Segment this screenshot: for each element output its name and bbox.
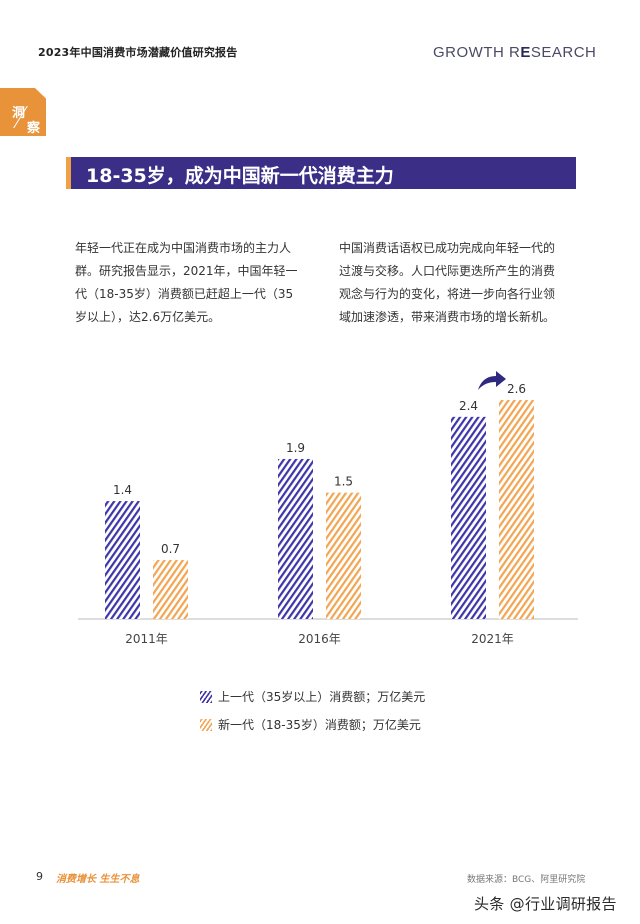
section-accent (66, 157, 71, 189)
bar-series-1-cat-1 (326, 492, 361, 619)
report-title: 2023年中国消费市场潜藏价值研究报告 (38, 46, 238, 59)
data-source: 数据来源：BCG、阿里研究院 (467, 875, 586, 885)
intro-right-line: 过渡与交移。人口代际更迭所产生的消费 (339, 264, 556, 278)
bar-series-0-cat-0 (105, 501, 140, 619)
section-bar (66, 157, 576, 189)
brand-text-b: E (520, 44, 531, 61)
data-label: 1.9 (286, 441, 305, 455)
legend-swatch-prev-gen (200, 691, 212, 703)
bar-series-1-cat-2 (499, 400, 534, 619)
brand-logo: GROWTH RESEARCH (433, 44, 596, 61)
page-number: 9 (36, 870, 43, 883)
legend-label-new-gen: 新一代（18-35岁）消费额；万亿美元 (218, 718, 421, 732)
intro-right-line: 域加速渗透，带来消费市场的增长新机。 (339, 310, 556, 324)
corner-tag-char-top: 洞 (12, 106, 26, 121)
data-label: 1.5 (334, 475, 353, 489)
data-label: 0.7 (161, 542, 180, 556)
x-tick-label: 2021年 (471, 632, 514, 646)
brand-text-c: SEARCH (530, 44, 597, 61)
intro-left-line: 群。研究报告显示，2021年，中国年轻一 (75, 264, 298, 278)
intro-right-line: 观念与行为的变化，将进一步向各行业领 (339, 287, 556, 301)
footer-slogan: 消费增长 生生不息 (56, 874, 140, 885)
intro-left: 年轻一代正在成为中国消费市场的主力人 群。研究报告显示，2021年，中国年轻一 … (75, 237, 307, 329)
data-label: 1.4 (113, 483, 132, 497)
bar-series-1-cat-0 (153, 560, 188, 619)
brand-text-a: GROWTH R (433, 44, 521, 61)
data-label: 2.4 (459, 399, 478, 413)
bar-series-0-cat-2 (451, 416, 486, 619)
corner-tag-char-bottom: 察 (27, 121, 41, 136)
legend-label-prev-gen: 上一代（35岁以上）消费额；万亿美元 (218, 690, 426, 704)
intro-left-line: 岁以上），达2.6万亿美元。 (75, 310, 221, 324)
intro-right-line: 中国消费话语权已成功完成向年轻一代的 (339, 241, 556, 255)
x-tick-label: 2011年 (125, 632, 168, 646)
section-title: 18-35岁，成为中国新一代消费主力 (86, 165, 394, 187)
intro-left-line: 代（18-35岁）消费额已赶超上一代（35 (75, 287, 294, 301)
bar-series-0-cat-1 (278, 458, 313, 619)
x-tick-label: 2016年 (298, 632, 341, 646)
intro-left-line: 年轻一代正在成为中国消费市场的主力人 (75, 241, 292, 255)
curved-up-arrow-icon (478, 371, 506, 390)
legend-swatch-new-gen (200, 719, 212, 731)
data-label: 2.6 (507, 382, 526, 396)
intro-right: 中国消费话语权已成功完成向年轻一代的 过渡与交移。人口代际更迭所产生的消费 观念… (339, 237, 571, 329)
watermark: 头条 @行业调研报告 (474, 895, 617, 913)
